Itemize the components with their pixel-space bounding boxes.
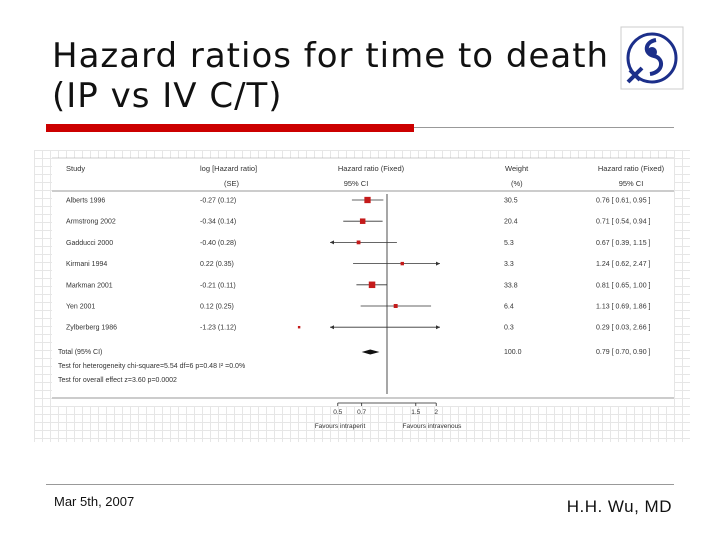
study-ci: 0.81 [ 0.65, 1.00 ] [596,282,651,289]
study-name: Alberts 1996 [66,198,105,205]
favours-right-label: Favours intravenous [403,423,463,430]
study-weight: 30.5 [504,198,518,205]
study-rows: Alberts 1996 -0.27 (0.12) 30.5 0.76 [ 0.61,… [66,198,651,332]
total-ci: 0.79 [ 0.70, 0.90 ] [596,349,651,356]
study-weight: 3.3 [504,261,514,268]
favours-left-label: Favours intraperit [315,423,366,430]
header-study: Study [66,164,85,173]
study-ci: 1.13 [ 0.69, 1.86 ] [596,304,651,311]
footer-date: Mar 5th, 2007 [54,494,135,509]
title-rule-accent [46,124,414,132]
slide-title: Hazard ratios for time to death (IP vs I… [52,36,612,116]
overall-effect-test: Test for overall effect z=3.60 p=0.0002 [58,377,177,384]
study-loghr: 0.22 (0.35) [200,261,234,268]
x-axis-tick-label: 2 [434,409,438,416]
study-weight: 33.8 [504,282,518,289]
header-weight-1: Weight [505,164,529,173]
footer-author: H.H. Wu, MD [566,497,672,516]
header-loghr-1: log [Hazard ratio] [200,164,257,173]
footer-rule [46,484,674,485]
ci-arrow-left [330,325,334,330]
x-axis-tick-label: 0.7 [357,409,366,416]
total-label: Total (95% CI) [58,349,102,356]
header-loghr-2: (SE) [224,179,240,188]
study-marker [297,325,301,329]
study-marker [364,196,371,204]
ci-arrow-left [330,240,334,245]
study-marker [393,304,398,308]
forest-plot-panel [52,158,674,406]
ci-arrow-right [436,325,440,330]
organization-logo [620,26,684,90]
forest-plot: Study log [Hazard ratio] (SE) Hazard rat… [52,157,674,430]
study-ci: 1.24 [ 0.62, 2.47 ] [596,261,651,268]
header-hrci-1: Hazard ratio (Fixed) [598,164,665,173]
header-hrci-2: 95% CI [619,179,644,188]
title-rule [414,127,674,128]
study-marker [359,218,366,224]
header-weight-2: (%) [511,179,523,188]
study-ci: 0.67 [ 0.39, 1.15 ] [596,240,651,247]
study-loghr: -0.27 (0.12) [200,198,236,205]
header-plot-2: 95% CI [344,179,369,188]
slide-title-line1: Hazard ratios for time to death [52,36,610,76]
ci-arrow-right [436,261,440,266]
study-ci: 0.71 [ 0.54, 0.94 ] [596,219,651,226]
study-weight: 0.3 [504,325,514,332]
study-loghr: -0.40 (0.28) [200,240,236,247]
study-loghr: -0.34 (0.14) [200,219,236,226]
study-name: Zylberberg 1986 [66,325,117,332]
study-name: Yen 2001 [66,304,95,311]
study-name: Gadducci 2000 [66,240,113,247]
study-name: Kirmani 1994 [66,261,107,268]
x-axis-tick-label: 0.5 [333,409,342,416]
study-weight: 20.4 [504,219,518,226]
x-axis-tick-label: 1.5 [411,409,420,416]
study-loghr: -0.21 (0.11) [200,282,236,289]
slide-title-line2: (IP vs IV C/T) [52,76,283,116]
study-weight: 5.3 [504,240,514,247]
plot-marks [297,194,440,394]
study-loghr: -1.23 (1.12) [200,325,236,332]
x-axis: 0.5 0.7 1.5 2 [333,402,438,416]
study-weight: 6.4 [504,304,514,311]
study-name: Markman 2001 [66,282,113,289]
header-plot-1: Hazard ratio (Fixed) [338,164,405,173]
study-marker [400,261,404,266]
study-loghr: 0.12 (0.25) [200,304,234,311]
study-ci: 0.76 [ 0.61, 0.95 ] [596,198,651,205]
heterogeneity-test: Test for heterogeneity chi-square=5.54 d… [58,363,245,370]
study-marker [356,240,361,245]
study-marker [368,281,376,289]
total-weight: 100.0 [504,349,522,356]
total-diamond [361,349,380,355]
study-name: Armstrong 2002 [66,219,116,226]
study-ci: 0.29 [ 0.03, 2.66 ] [596,325,651,332]
